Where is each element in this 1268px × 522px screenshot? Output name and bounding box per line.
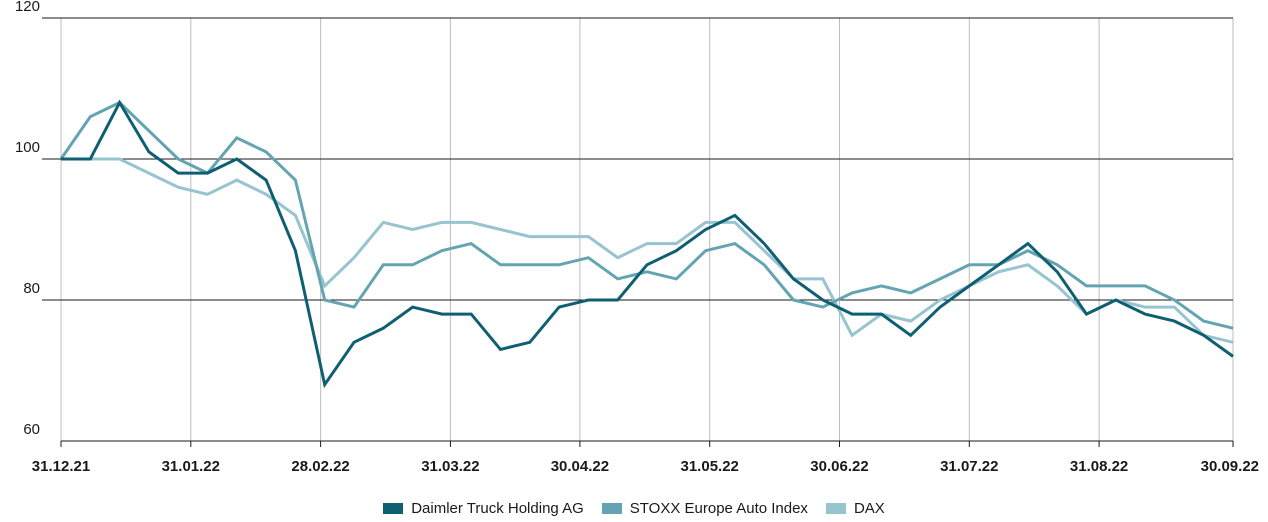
x-tick-label: 30.04.22 xyxy=(551,458,609,475)
series-line-dax xyxy=(61,157,1234,344)
legend-swatch xyxy=(825,503,846,514)
x-tick-label: 31.12.21 xyxy=(32,458,90,475)
y-tick-label: 80 xyxy=(23,280,40,297)
legend-item: STOXX Europe Auto Index xyxy=(601,500,808,517)
x-tick-label: 28.02.22 xyxy=(291,458,349,475)
legend-item: Daimler Truck Holding AG xyxy=(383,500,584,517)
legend-label: STOXX Europe Auto Index xyxy=(629,500,808,517)
legend-item: DAX xyxy=(825,500,885,517)
y-tick-label: 60 xyxy=(23,421,40,438)
legend-swatch xyxy=(601,503,622,514)
x-tick-label: 31.07.22 xyxy=(940,458,998,475)
y-tick-label: 100 xyxy=(15,139,40,156)
x-tick-label: 31.03.22 xyxy=(421,458,479,475)
x-tick-label: 31.05.22 xyxy=(681,458,739,475)
legend-swatch xyxy=(383,503,404,514)
x-tick-label: 31.01.22 xyxy=(162,458,220,475)
chart-canvas: 60 80 100 120 31.12.21 31.01.22 28.02.22 31.03.… xyxy=(15,0,1259,475)
legend-label: DAX xyxy=(853,500,885,517)
y-tick-label: 120 xyxy=(15,0,40,15)
x-tick-label: 31.08.22 xyxy=(1070,458,1128,475)
chart-legend: Daimler Truck Holding AG STOXX Europe Aut… xyxy=(0,500,1268,517)
series-line-stoxx-europe-auto-index xyxy=(59,100,1234,330)
legend-label: Daimler Truck Holding AG xyxy=(411,500,584,517)
x-tick-label: 30.09.22 xyxy=(1201,458,1259,475)
x-tick-label: 30.06.22 xyxy=(810,458,868,475)
series-line-daimler-truck-holding-ag xyxy=(61,99,1234,389)
